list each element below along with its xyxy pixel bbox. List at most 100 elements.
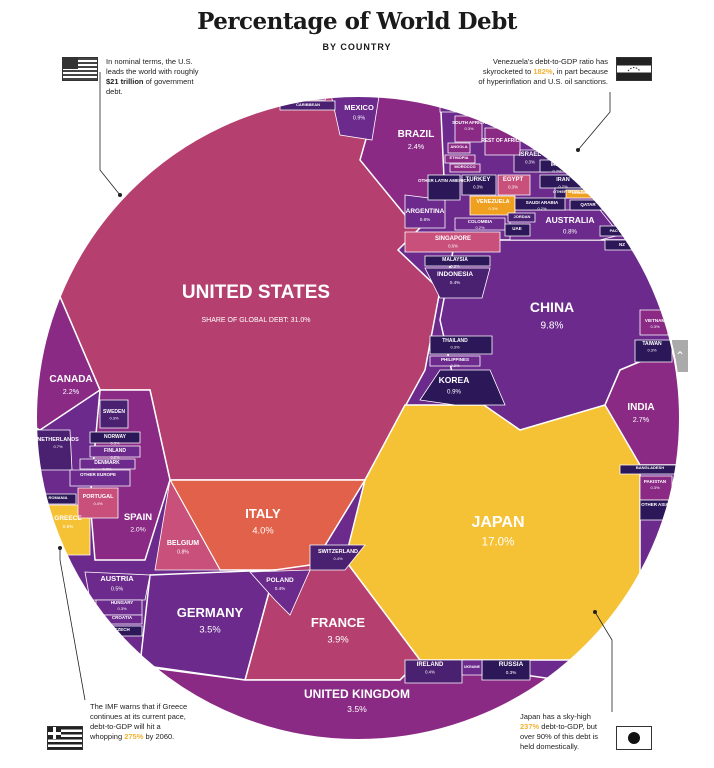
venezuela-note-text-b: , in part because of hyperinflation and … — [478, 67, 608, 86]
cell-label-united-kingdom: UNITED KINGDOM — [304, 687, 410, 701]
cell-value-germany: 3.5% — [199, 624, 220, 634]
cell-belgium — [154, 478, 221, 571]
greece-leader-dot — [58, 546, 62, 550]
cell-label-russia: RUSSIA — [499, 661, 524, 668]
cell-finland — [89, 445, 141, 458]
cell-label-china: CHINA — [530, 299, 574, 315]
cell-label-brazil: BRAZIL — [398, 129, 435, 140]
cell-taiwan — [634, 339, 673, 363]
cell-indonesia — [424, 267, 491, 299]
us-note-text-b: of government debt. — [106, 77, 194, 96]
cell-label-jordan: JORDAN — [514, 214, 531, 219]
cell-malaysia — [424, 255, 491, 267]
cell-saudi-arabia — [514, 197, 566, 211]
cell-mexico — [329, 96, 381, 141]
cell-value-united-kingdom: 3.5% — [347, 704, 367, 714]
cell-ireland — [404, 659, 463, 684]
cell-bangladesh — [619, 464, 680, 475]
cell-value-venezuela: 0.3% — [488, 206, 498, 211]
cell-label-france: FRANCE — [311, 615, 365, 630]
cell-label-greece: GREECE — [54, 515, 82, 522]
cell-denmark — [79, 458, 136, 470]
cell-label-singapore: SINGAPORE — [435, 236, 471, 242]
cell-value-thailand: 0.3% — [450, 345, 460, 350]
cell-label-ethiopia: ETHIOPIA — [450, 155, 469, 160]
cell-label-puerto-rico: PUERTO RICO — [291, 92, 319, 97]
cell-value-singapore: 0.6% — [448, 244, 458, 249]
cell-value-indonesia: 0.4% — [450, 280, 461, 285]
cell-label-nigeria: NIGERIA — [446, 100, 466, 105]
us-note: In nominal terms, the U.S. leads the wor… — [106, 57, 206, 97]
cell-switzerland — [309, 544, 366, 571]
japan-note-text-a: Japan has a sky-high — [520, 712, 591, 721]
cell-label-bangladesh: BANGLADESH — [636, 465, 664, 470]
cell-norway — [89, 431, 141, 444]
cell-label-croatia: CROATIA — [112, 615, 133, 620]
cell-label-qatar: QATAR — [580, 202, 596, 207]
cell-value-vietnam: 0.3% — [650, 324, 660, 329]
greece-flag-icon — [47, 726, 83, 750]
cell-label-poland: POLAND — [266, 577, 294, 584]
cell-label-canada: CANADA — [49, 374, 92, 385]
japan-note-highlight: 237% — [520, 722, 540, 731]
japan-leader-dot — [593, 610, 597, 614]
cell-label-netherlands: NETHERLANDS — [37, 437, 79, 443]
cell-label-ukraine: UKRAINE — [464, 665, 481, 669]
cell-jordan — [507, 212, 536, 223]
cell-value-russia: 0.3% — [506, 670, 517, 675]
cell-label-nz: NZ — [619, 242, 625, 247]
cell-thailand — [429, 335, 493, 355]
cell-label-other-latin-america: OTHER LATIN AMERICA — [418, 178, 471, 183]
venezuela-note: Venezuela's debt-to-GDP ratio has skyroc… — [478, 57, 608, 87]
leaders-layer — [58, 72, 613, 712]
cell-value-malaysia: 0.3% — [450, 264, 460, 269]
cell-label-caribbean: CARIBBEAN — [296, 102, 320, 107]
cell-label-venezuela: VENEZUELA — [476, 199, 509, 205]
us-flag-icon — [62, 57, 98, 81]
greece-note-text-b: by 2060. — [143, 732, 175, 741]
cell-label-italy: ITALY — [245, 506, 281, 521]
cell-label-colombia: COLOMBIA — [468, 219, 493, 224]
cell-label-portugal: PORTUGAL — [83, 494, 115, 500]
us-note-highlight: $21 trillion — [106, 77, 144, 86]
cell-korea — [419, 369, 506, 406]
cell-value-korea: 0.9% — [447, 388, 461, 395]
cell-label-philippines: PHILIPPINES — [441, 357, 469, 362]
cell-value-philippines: 0.2% — [450, 363, 460, 368]
cell-value-china: 9.8% — [541, 320, 564, 331]
cell-label-japan: JAPAN — [471, 514, 524, 531]
cell-poland — [249, 569, 311, 616]
cell-value-finland: 0.2% — [110, 455, 120, 460]
cell-value-france: 3.9% — [327, 634, 348, 644]
venezuela-note-highlight: 182% — [533, 67, 553, 76]
cell-label-india: INDIA — [627, 402, 654, 413]
cell-portugal — [77, 487, 119, 519]
cell-value-switzerland: 0.4% — [333, 556, 343, 561]
greece-leader — [59, 548, 86, 701]
cell-label-finland: FINLAND — [104, 448, 126, 454]
cell-value-italy: 4.0% — [252, 525, 273, 535]
cell-sweden — [99, 399, 129, 429]
cell-value-israel: 0.3% — [525, 160, 535, 165]
greece-note-highlight: 275% — [124, 732, 144, 741]
chart-outline — [35, 95, 681, 741]
cell-value-poland: 0.4% — [275, 586, 286, 591]
cell-value-south-africa: 0.3% — [464, 126, 474, 131]
cell-value-united-states: SHARE OF GLOBAL DEBT: 31.0% — [201, 317, 310, 324]
cell-value-iran: 0.2% — [558, 184, 568, 189]
cell-ukraine — [461, 659, 483, 676]
cell-label-vietnam: VIETNAM — [645, 318, 666, 323]
cell-label-austria: AUSTRIA — [100, 574, 134, 583]
cell-value-nigeria: 0.2% — [450, 106, 460, 111]
cell-label-iran: IRAN — [556, 177, 569, 183]
cell-label-indonesia: INDONESIA — [437, 271, 473, 278]
cell-angola — [447, 142, 471, 154]
labels-layer: UNITED STATES SHARE OF GLOBAL DEBT: 31.0%… — [37, 92, 669, 714]
cell-value-taiwan: 0.3% — [647, 348, 657, 353]
cell-other-europe — [69, 469, 131, 487]
cell-value-belgium: 0.8% — [177, 550, 189, 556]
cell-vietnam — [639, 309, 669, 336]
cell-value-canada: 2.2% — [63, 387, 80, 396]
cell-label-iraq: IRAQ — [551, 162, 564, 168]
